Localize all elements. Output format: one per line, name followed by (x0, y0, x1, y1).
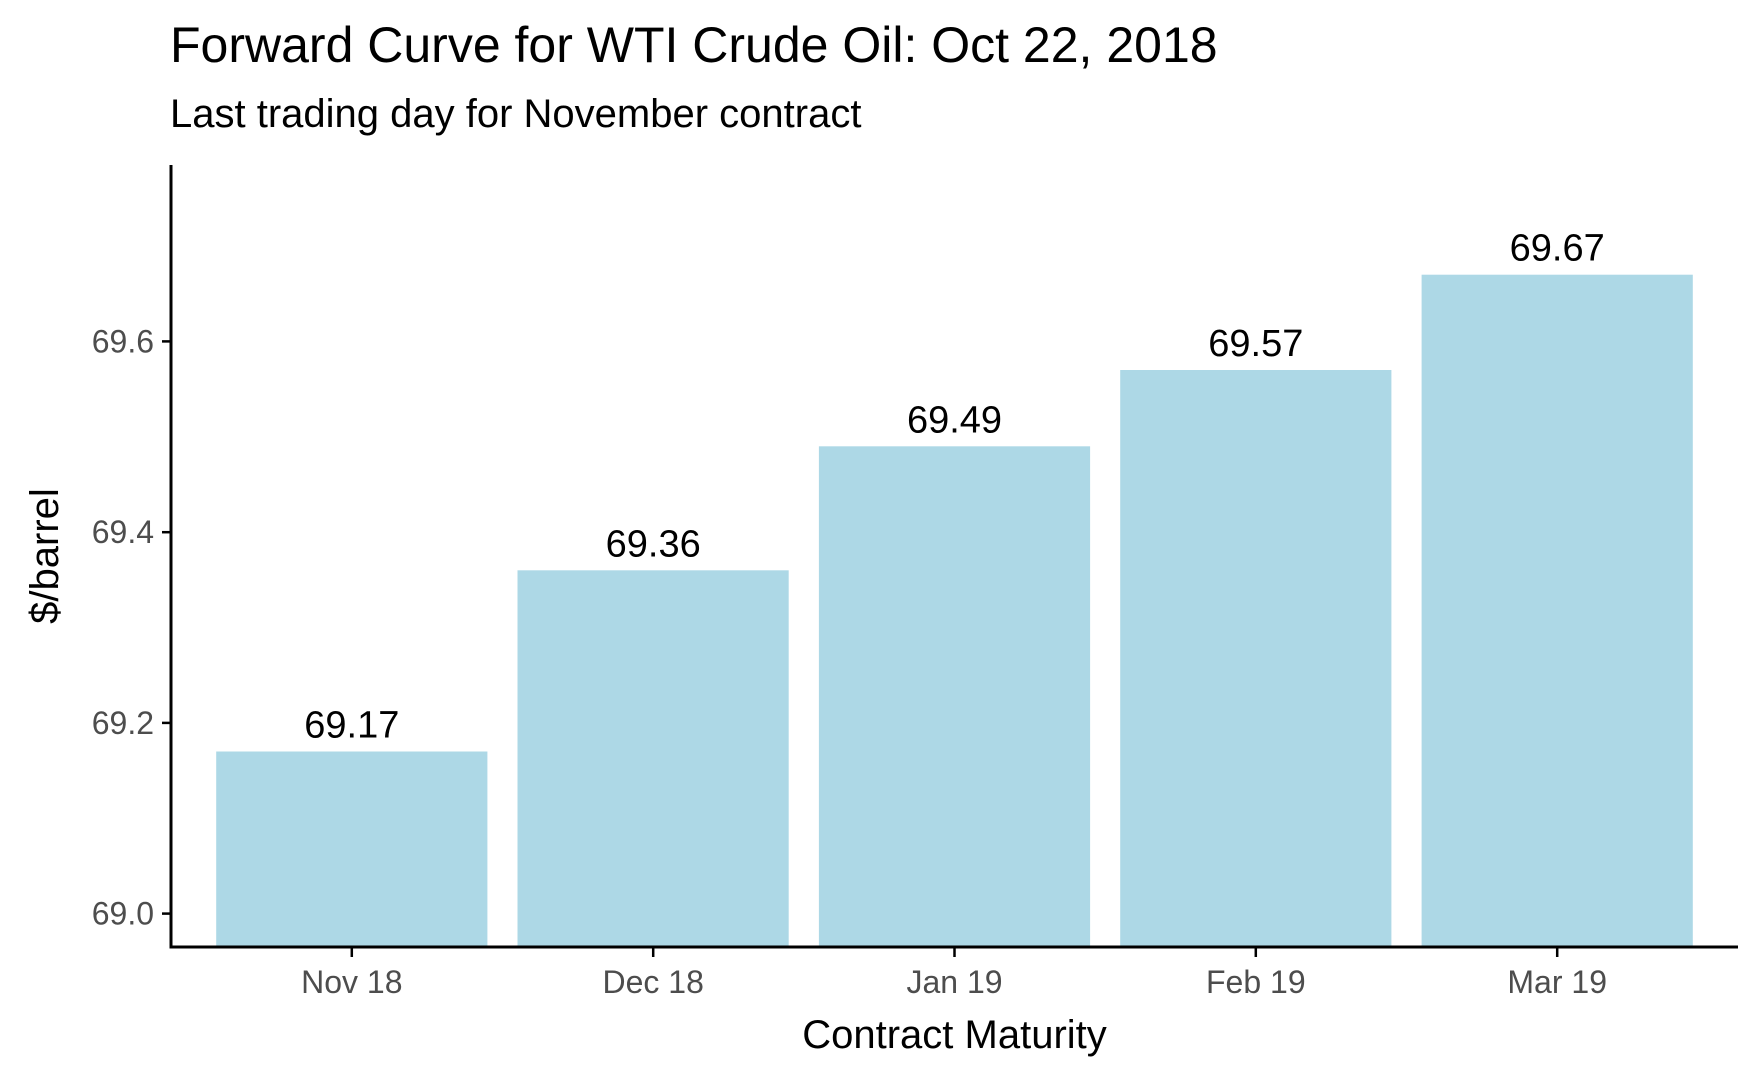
y-tick-label: 69.6 (92, 323, 154, 359)
x-tick-label: Mar 19 (1507, 964, 1607, 1000)
x-tick-label: Feb 19 (1206, 964, 1306, 1000)
data-label: 69.67 (1510, 228, 1605, 270)
y-tick-label: 69.4 (92, 514, 154, 550)
data-labels-layer: 69.17 69.36 69.49 69.57 69.67 (304, 228, 1604, 747)
y-tick-label: 69.0 (92, 896, 154, 932)
data-label: 69.17 (304, 705, 399, 747)
bar-mar-19 (1421, 274, 1693, 947)
chart-subtitle: Last trading day for November contract (170, 92, 862, 136)
y-axis-title: $/barrel (23, 488, 67, 624)
axes-layer: 69.0 69.2 69.4 69.6 Nov 18 Dec 18 Jan 19 Feb 19… (92, 165, 1738, 1000)
bar-dec-18 (517, 570, 789, 947)
chart-title: Forward Curve for WTI Crude Oil: Oct 22,… (170, 17, 1218, 73)
bar-feb-19 (1120, 370, 1392, 947)
x-axis-title: Contract Maturity (802, 1013, 1107, 1057)
data-label: 69.57 (1208, 323, 1303, 365)
bar-nov-18 (216, 751, 488, 947)
x-tick-label: Jan 19 (906, 964, 1002, 1000)
bars-layer (216, 274, 1693, 947)
data-label: 69.36 (606, 523, 701, 565)
x-tick-label: Nov 18 (301, 964, 402, 1000)
data-label: 69.49 (907, 399, 1002, 441)
y-tick-label: 69.2 (92, 705, 154, 741)
x-tick-label: Dec 18 (603, 964, 704, 1000)
bar-jan-19 (818, 446, 1091, 947)
